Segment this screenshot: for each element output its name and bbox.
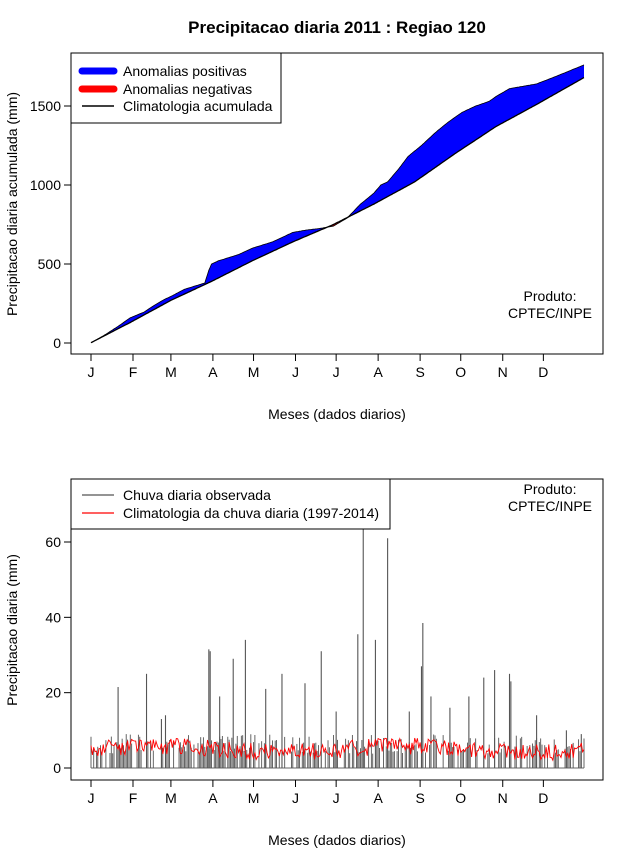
top-y-tick-label: 0: [53, 335, 61, 351]
top-x-tick-label: M: [165, 364, 177, 380]
top-x-tick-label: A: [208, 364, 218, 380]
bottom-panel: 0 20 40 60 J F M A M J J A S O N D Precipitacao diaria…: [4, 478, 604, 848]
legend-label-positive: Anomalias positivas: [123, 63, 247, 79]
chart-title: Precipitacao diaria 2011 : Regiao 120: [188, 18, 486, 37]
bottom-plot-area: [90, 519, 585, 769]
top-y-tick-label: 1500: [30, 98, 61, 114]
bottom-x-tick-label: S: [415, 790, 424, 806]
bottom-legend: Chuva diaria observada Climatologia da c…: [70, 478, 391, 530]
product-label-line2: CPTEC/INPE: [508, 498, 592, 514]
bottom-y-tick-label: 20: [45, 685, 61, 701]
bottom-x-tick-label: J: [88, 790, 95, 806]
legend-label-observed: Chuva diaria observada: [123, 487, 271, 503]
legend-label-negative: Anomalias negativas: [123, 81, 252, 97]
top-plot-area: [90, 64, 585, 344]
bottom-y-tick-label: 60: [45, 534, 61, 550]
top-product-label: Produto: CPTEC/INPE: [508, 288, 592, 321]
bottom-x-label: Meses (dados diarios): [268, 832, 406, 848]
top-y-label: Precipitacao diaria acumulada (mm): [4, 92, 20, 316]
bottom-legend-box: [70, 478, 391, 530]
product-label-line1: Produto:: [524, 481, 577, 497]
bottom-y-label: Precipitacao diaria (mm): [4, 554, 20, 706]
product-label-line1: Produto:: [524, 288, 577, 304]
observed-cumulative-line: [90, 64, 585, 344]
bottom-x-tick-label: D: [538, 790, 548, 806]
top-x-tick-label: M: [248, 364, 260, 380]
bottom-y-axis: 0 20 40 60: [45, 534, 72, 776]
top-legend: Anomalias positivas Anomalias negativas …: [70, 52, 282, 124]
top-x-tick-label: J: [88, 364, 95, 380]
bottom-y-tick-label: 40: [45, 609, 61, 625]
bottom-x-tick-label: O: [455, 790, 466, 806]
top-x-tick-label: S: [415, 364, 424, 380]
bottom-x-tick-label: J: [292, 790, 299, 806]
top-x-tick-label: N: [498, 364, 508, 380]
legend-label-daily-climatology: Climatologia da chuva diaria (1997-2014): [123, 505, 379, 521]
top-x-tick-label: J: [333, 364, 340, 380]
bottom-x-tick-label: A: [208, 790, 218, 806]
product-label-line2: CPTEC/INPE: [508, 305, 592, 321]
top-x-tick-label: J: [292, 364, 299, 380]
top-y-axis: 0 500 1000 1500: [30, 98, 72, 351]
bottom-x-tick-label: F: [129, 790, 138, 806]
bottom-x-tick-label: M: [165, 790, 177, 806]
bottom-x-tick-label: J: [333, 790, 340, 806]
top-x-tick-label: A: [373, 364, 383, 380]
daily-climatology-line: [90, 737, 585, 762]
bottom-y-tick-label: 0: [53, 760, 61, 776]
positive-anomaly-area: [91, 64, 584, 343]
climatology-cumulative-line: [90, 77, 585, 344]
bottom-product-label: Produto: CPTEC/INPE: [508, 481, 592, 514]
bottom-x-tick-label: M: [248, 790, 260, 806]
top-y-tick-label: 500: [38, 256, 62, 272]
top-x-tick-label: O: [455, 364, 466, 380]
top-panel: 0 500 1000 1500 J F M A M J J A S O N D Precipitacao d…: [4, 52, 604, 422]
top-x-tick-label: F: [129, 364, 138, 380]
bottom-x-tick-label: N: [498, 790, 508, 806]
top-x-label: Meses (dados diarios): [268, 406, 406, 422]
top-y-tick-label: 1000: [30, 177, 61, 193]
legend-label-climatology: Climatologia acumulada: [123, 98, 273, 114]
top-x-tick-label: D: [538, 364, 548, 380]
bottom-x-tick-label: A: [373, 790, 383, 806]
